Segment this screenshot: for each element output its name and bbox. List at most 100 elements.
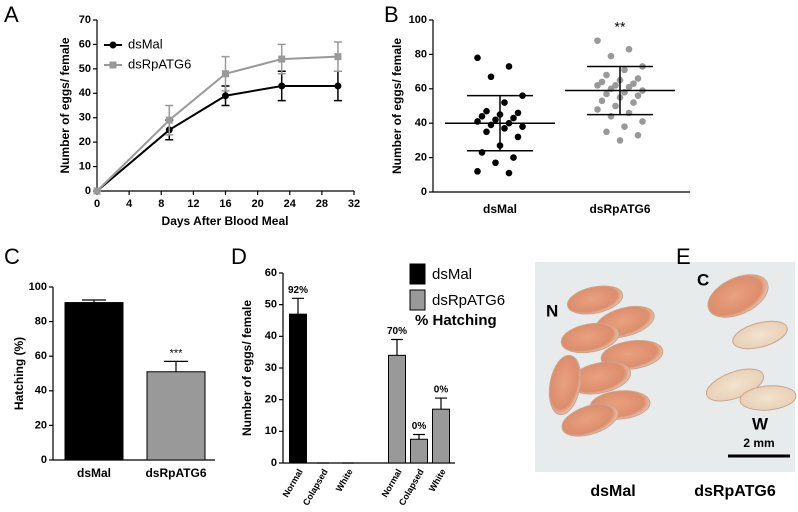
point xyxy=(93,187,101,195)
point xyxy=(334,53,342,61)
point xyxy=(603,90,610,98)
y-tick-label: 20 xyxy=(79,136,91,148)
y-tick-label: 0 xyxy=(421,186,427,198)
hatching-label: 0% xyxy=(412,421,427,432)
panel-letter: C xyxy=(4,244,20,269)
point xyxy=(594,37,601,44)
bar xyxy=(64,302,124,461)
point xyxy=(598,78,606,86)
y-tick-label: 80 xyxy=(35,316,47,328)
sd-bar xyxy=(587,65,653,116)
error-bar xyxy=(435,397,447,410)
error-bar xyxy=(82,299,106,303)
y-tick-label: 20 xyxy=(35,419,47,431)
photo-label: C xyxy=(697,270,709,289)
sd-bar xyxy=(467,94,533,152)
y-tick-label: 50 xyxy=(265,299,277,311)
point xyxy=(501,125,508,132)
y-tick-label: 0 xyxy=(85,185,91,197)
significance: ** xyxy=(615,19,626,35)
y-axis-title: Number of eggs/ female xyxy=(390,38,404,174)
point xyxy=(222,70,229,78)
y-tick-label: 40 xyxy=(415,117,427,129)
legend-swatch xyxy=(409,289,426,311)
y-tick-label: 40 xyxy=(265,330,277,342)
y-tick-label: 30 xyxy=(265,362,277,374)
photo-label: N xyxy=(546,301,558,320)
x-tick-label: 16 xyxy=(219,198,231,210)
point xyxy=(334,82,342,90)
point xyxy=(630,80,637,87)
y-tick-label: 0 xyxy=(271,457,277,469)
legend-label: % Hatching xyxy=(415,312,497,329)
hatching-label: 0% xyxy=(434,385,449,396)
x-tick-label: dsRpATG6 xyxy=(145,466,206,480)
y-axis-title: Number of eggs/ female xyxy=(240,300,254,436)
x-tick-label: Colapsed xyxy=(301,467,330,507)
point xyxy=(634,75,642,82)
point xyxy=(612,102,619,110)
legend-marker xyxy=(109,61,117,69)
legend-label: dsMal xyxy=(128,36,163,51)
x-tick-label: White xyxy=(427,467,448,493)
error-bar xyxy=(292,297,304,315)
significance: *** xyxy=(170,347,184,359)
photo-caption: dsMal xyxy=(590,483,635,500)
error-bar xyxy=(164,360,188,372)
y-tick-label: 50 xyxy=(79,63,91,75)
y-tick-label: 0 xyxy=(41,454,47,466)
point xyxy=(501,99,508,106)
point xyxy=(519,123,526,130)
point xyxy=(492,116,499,124)
point xyxy=(630,99,637,106)
point xyxy=(487,73,495,81)
point xyxy=(625,45,633,53)
panel-letter: E xyxy=(676,244,691,269)
x-tick-label: 28 xyxy=(316,198,328,210)
panel-letter: D xyxy=(231,244,247,269)
point xyxy=(492,159,499,167)
y-tick-label: 70 xyxy=(79,14,91,26)
x-tick-label: dsMal xyxy=(483,202,517,216)
bar xyxy=(289,313,307,464)
legend-label: dsRpATG6 xyxy=(432,292,505,309)
point xyxy=(594,106,601,113)
point xyxy=(510,114,517,122)
point xyxy=(639,118,646,125)
hatching-label: 70% xyxy=(387,326,407,337)
point xyxy=(278,82,286,90)
bar xyxy=(410,438,428,464)
y-tick-label: 10 xyxy=(79,160,91,172)
x-tick-label: 32 xyxy=(348,198,360,210)
point xyxy=(594,82,601,89)
y-tick-label: 60 xyxy=(35,350,47,362)
hatching-label: 92% xyxy=(288,285,308,296)
series-line xyxy=(96,55,338,192)
x-tick-label: dsMal xyxy=(77,466,111,480)
x-tick-label: 8 xyxy=(158,198,164,210)
point xyxy=(483,107,490,115)
point xyxy=(603,128,610,136)
point xyxy=(634,131,642,139)
legend-label: dsRpATG6 xyxy=(128,56,191,71)
error-bar xyxy=(413,433,425,440)
photo-caption: dsRpATG6 xyxy=(694,483,776,500)
point xyxy=(474,54,481,62)
point xyxy=(634,92,642,99)
point xyxy=(621,66,628,74)
x-tick-label: 24 xyxy=(284,198,297,210)
point xyxy=(505,169,513,177)
point xyxy=(625,83,633,91)
point xyxy=(222,92,229,100)
point xyxy=(278,55,286,63)
y-tick-label: 20 xyxy=(265,394,277,406)
y-tick-label: 40 xyxy=(35,385,47,397)
y-tick-label: 30 xyxy=(79,112,91,124)
legend-swatch xyxy=(409,263,426,285)
point xyxy=(603,71,610,79)
y-axis-title: Number of eggs/ female xyxy=(58,37,72,173)
point xyxy=(478,113,486,120)
point xyxy=(510,154,517,161)
x-tick-label: 4 xyxy=(126,198,133,210)
